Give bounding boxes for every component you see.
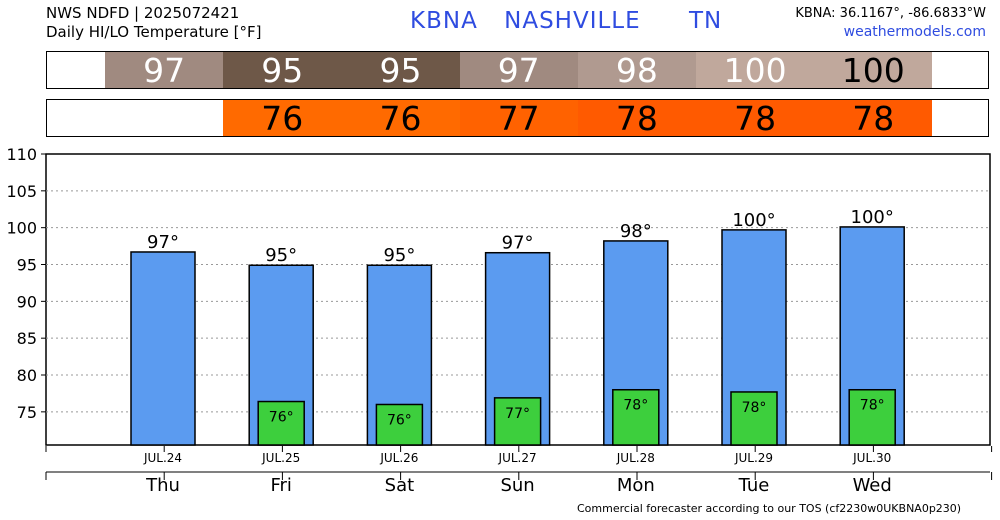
high-bar-label: 95° (383, 245, 415, 266)
station-coords: KBNA: 36.1167°, -86.6833°W (795, 6, 986, 21)
high-bar-label: 95° (265, 245, 297, 266)
date-label: JUL.24 (143, 451, 182, 465)
date-label: JUL.25 (261, 451, 300, 465)
hi_strip-cell: 95 (341, 52, 460, 89)
site-link[interactable]: weathermodels.com (843, 24, 986, 40)
high-bar-label: 97° (147, 232, 179, 253)
low-bar-label: 77° (505, 406, 530, 422)
high-temp-strip: 97 95 95 97 98 100 100 (46, 51, 989, 89)
footer-note: Commercial forecaster according to our T… (577, 502, 962, 515)
hi_strip-cell: 98 (577, 52, 696, 89)
product-title: NWS NDFD | 2025072421 (46, 4, 240, 22)
day-label: Mon (617, 475, 655, 496)
y-tick-label: 85 (17, 329, 37, 348)
day-label: Tue (738, 475, 770, 496)
state-name: TN (688, 8, 723, 34)
lo_strip-cell: 78 (814, 100, 933, 137)
hi_strip-cell: 97 (459, 52, 578, 89)
hi_strip-cell: 97 (105, 52, 224, 89)
day-label: Thu (145, 475, 180, 496)
hi_strip-cell: 95 (223, 52, 342, 89)
date-label: JUL.27 (498, 451, 537, 465)
city-name: NASHVILLE (504, 8, 641, 34)
temperature-chart: 75 80 85 90 95 100 105 110 97° 95° 95° 97° 98° 100° 10… (6, 145, 993, 496)
low-bar (730, 391, 778, 446)
y-tick-label: 90 (17, 292, 37, 311)
high-bar-label: 98° (620, 221, 652, 242)
date-label: JUL.30 (852, 451, 891, 465)
low-bar (375, 403, 424, 446)
variable-title: Daily HI/LO Temperature [°F] (46, 23, 262, 41)
high-bar-label: 100° (851, 207, 894, 228)
low-bar-label: 78° (860, 398, 885, 414)
y-tick-label: 100 (6, 219, 37, 238)
low-bar-label: 78° (742, 400, 767, 416)
location-title: KBNA NASHVILLE TN (410, 8, 740, 34)
date-label: JUL.28 (616, 451, 655, 465)
hi_strip-cell: 100 (814, 52, 933, 89)
high-bar-label: 97° (502, 233, 534, 254)
high-bar-label: 100° (732, 210, 775, 231)
lo_strip-cell: 78 (577, 100, 696, 137)
y-tick-label: 110 (6, 145, 37, 164)
day-label: Wed (853, 475, 892, 496)
y-tick-label: 95 (17, 256, 37, 275)
day-label: Sat (385, 475, 415, 496)
y-tick-label: 75 (17, 403, 37, 422)
lo_strip-cell (105, 100, 224, 136)
low-bar (493, 397, 542, 446)
hi_strip-cell: 100 (696, 52, 815, 89)
station-id: KBNA (410, 8, 478, 34)
lo_strip-cell: 78 (696, 100, 815, 137)
lo_strip-cell: 77 (459, 100, 578, 137)
y-tick-label: 105 (6, 182, 37, 201)
date-label: JUL.29 (734, 451, 773, 465)
low-bar (848, 388, 896, 446)
day-label: Fri (270, 475, 291, 496)
lo_strip-cell: 76 (341, 100, 460, 137)
lo_strip-cell: 76 (223, 100, 342, 137)
low-bar-label: 76° (387, 412, 412, 428)
low-bar-label: 78° (623, 398, 648, 414)
date-label: JUL.26 (379, 451, 418, 465)
header-right: KBNA: 36.1167°, -86.6833°W weathermodels… (795, 4, 986, 42)
high-bar (130, 251, 196, 446)
y-tick-label: 80 (17, 366, 37, 385)
day-label: Sun (500, 475, 534, 496)
low-bar (257, 400, 305, 446)
low-bar (612, 388, 660, 446)
header-left: NWS NDFD | 2025072421 Daily HI/LO Temper… (46, 4, 262, 42)
low-temp-strip: 76 76 77 78 78 78 (46, 99, 989, 137)
low-bar-label: 76° (269, 410, 294, 426)
